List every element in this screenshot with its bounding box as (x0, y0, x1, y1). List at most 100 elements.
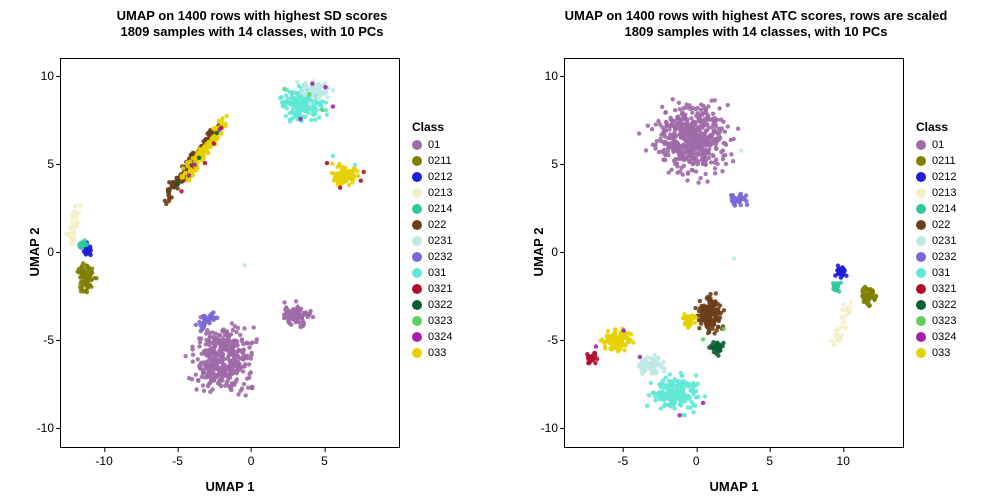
legend-label: 0321 (932, 283, 956, 295)
legend-swatch-icon (412, 188, 422, 198)
legend-label: 0322 (932, 299, 956, 311)
legend-swatch-icon (412, 204, 422, 214)
right-plot-area (564, 58, 904, 448)
legend-swatch-icon (412, 156, 422, 166)
xtick: -10 (95, 454, 112, 468)
legend-item: 0324 (916, 329, 996, 345)
legend-label: 031 (932, 267, 950, 279)
title-line-2: 1809 samples with 14 classes, with 10 PC… (504, 24, 1008, 40)
right-xlabel: UMAP 1 (564, 479, 904, 494)
legend-item: 0213 (916, 185, 996, 201)
legend-label: 022 (932, 219, 950, 231)
legend-item: 0213 (412, 185, 492, 201)
right-title: UMAP on 1400 rows with highest ATC score… (504, 8, 1008, 41)
legend-item: 0231 (412, 233, 492, 249)
left-scatter-svg (61, 59, 399, 447)
legend-item: 0212 (916, 169, 996, 185)
ytick: -10 (541, 421, 558, 435)
legend-item: 0324 (412, 329, 492, 345)
legend-swatch-icon (412, 252, 422, 262)
legend-item: 0323 (916, 313, 996, 329)
legend-label: 0322 (428, 299, 452, 311)
right-legend: Class 010211 0212 0213 0214 022 0231 0232 031 03… (916, 120, 996, 361)
legend-label: 0321 (428, 283, 452, 295)
legend-label: 0231 (932, 235, 956, 247)
legend-swatch-icon (412, 332, 422, 342)
legend-item: 01 (916, 137, 996, 153)
legend-swatch-icon (916, 332, 926, 342)
legend-title: Class (412, 120, 492, 134)
legend-label: 0323 (428, 315, 452, 327)
legend-item: 01 (412, 137, 492, 153)
legend-label: 0211 (428, 155, 452, 167)
legend-item: 0321 (916, 281, 996, 297)
legend-label: 0213 (428, 187, 452, 199)
legend-label: 0212 (932, 171, 956, 183)
ytick: 5 (551, 157, 558, 171)
legend-label: 022 (428, 219, 446, 231)
legend-swatch-icon (916, 172, 926, 182)
legend-item: 0322 (412, 297, 492, 313)
legend-swatch-icon (916, 220, 926, 230)
right-xticks: -50510 (564, 448, 904, 478)
figure: UMAP on 1400 rows with highest SD scores… (0, 0, 1008, 504)
legend-item: 0232 (916, 249, 996, 265)
left-xlabel: UMAP 1 (60, 479, 400, 494)
title-line-1: UMAP on 1400 rows with highest SD scores (0, 8, 504, 24)
legend-swatch-icon (916, 316, 926, 326)
legend-swatch-icon (412, 300, 422, 310)
legend-item: 0323 (412, 313, 492, 329)
xtick: 0 (693, 454, 700, 468)
legend-label: 0232 (932, 251, 956, 263)
legend-item: 022 (412, 217, 492, 233)
legend-swatch-icon (916, 140, 926, 150)
left-panel: UMAP on 1400 rows with highest SD scores… (0, 0, 504, 504)
left-title: UMAP on 1400 rows with highest SD scores… (0, 8, 504, 41)
legend-label: 0212 (428, 171, 452, 183)
legend-item: 0211 (916, 153, 996, 169)
legend-label: 033 (932, 347, 950, 359)
legend-swatch-icon (916, 236, 926, 246)
legend-label: 031 (428, 267, 446, 279)
legend-swatch-icon (916, 156, 926, 166)
legend-label: 0214 (428, 203, 452, 215)
ytick: -5 (547, 333, 558, 347)
legend-swatch-icon (916, 204, 926, 214)
legend-label: 0324 (932, 331, 956, 343)
legend-item: 0322 (916, 297, 996, 313)
legend-item: 0211 (412, 153, 492, 169)
legend-item: 0231 (916, 233, 996, 249)
legend-swatch-icon (916, 300, 926, 310)
title-line-1: UMAP on 1400 rows with highest ATC score… (504, 8, 1008, 24)
ytick: 10 (545, 69, 558, 83)
left-yticks: -10-50510 (0, 58, 56, 448)
legend-swatch-icon (412, 172, 422, 182)
legend-item: 0214 (412, 201, 492, 217)
legend-title: Class (916, 120, 996, 134)
legend-swatch-icon (916, 348, 926, 358)
ytick: 0 (47, 245, 54, 259)
legend-item: 0321 (412, 281, 492, 297)
xtick: 0 (248, 454, 255, 468)
right-panel: UMAP on 1400 rows with highest ATC score… (504, 0, 1008, 504)
left-plot-area (60, 58, 400, 448)
legend-item: 0212 (412, 169, 492, 185)
legend-label: 0323 (932, 315, 956, 327)
right-yticks: -10-50510 (504, 58, 560, 448)
xtick: 5 (321, 454, 328, 468)
legend-label: 0214 (932, 203, 956, 215)
legend-item: 022 (916, 217, 996, 233)
left-xticks: -10-505 (60, 448, 400, 478)
legend-swatch-icon (412, 284, 422, 294)
legend-swatch-icon (412, 268, 422, 278)
xtick: -5 (617, 454, 628, 468)
legend-item: 031 (412, 265, 492, 281)
ytick: 10 (41, 69, 54, 83)
legend-swatch-icon (916, 252, 926, 262)
legend-label: 0324 (428, 331, 452, 343)
legend-label: 033 (428, 347, 446, 359)
legend-item: 031 (916, 265, 996, 281)
ytick: -10 (37, 421, 54, 435)
legend-label: 0213 (932, 187, 956, 199)
legend-label: 0231 (428, 235, 452, 247)
